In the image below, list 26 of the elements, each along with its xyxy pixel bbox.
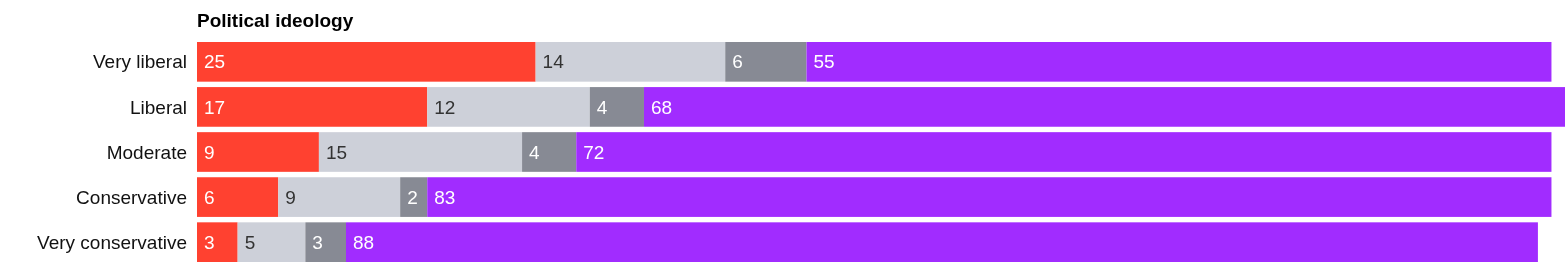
data-label: 9 bbox=[285, 186, 296, 208]
data-label: 25 bbox=[204, 51, 226, 73]
data-label: 6 bbox=[732, 51, 743, 73]
data-label: 17 bbox=[204, 96, 226, 118]
data-label: 12 bbox=[434, 96, 456, 118]
y-tick-label: Very conservative bbox=[37, 231, 187, 253]
data-label: 6 bbox=[204, 186, 215, 208]
data-label: 15 bbox=[325, 141, 348, 163]
y-tick-label: Liberal bbox=[129, 96, 187, 118]
data-label: 55 bbox=[813, 51, 835, 73]
data-label: 3 bbox=[312, 231, 323, 253]
data-label: 4 bbox=[529, 141, 541, 163]
y-tick-label: Moderate bbox=[106, 141, 187, 163]
data-label: 5 bbox=[244, 231, 256, 253]
data-label: 72 bbox=[583, 141, 605, 163]
data-label: 88 bbox=[352, 231, 375, 253]
data-label: 83 bbox=[434, 186, 456, 208]
y-tick-label: Very liberal bbox=[93, 51, 187, 73]
y-tick-label: Conservative bbox=[76, 186, 187, 208]
data-label: 68 bbox=[650, 96, 673, 118]
data-label: 14 bbox=[542, 51, 565, 73]
chart-title: Political ideology bbox=[197, 10, 354, 31]
data-label: 2 bbox=[407, 186, 418, 208]
data-label: 3 bbox=[204, 231, 215, 253]
data-label: 4 bbox=[596, 96, 608, 118]
data-label: 9 bbox=[204, 141, 215, 163]
